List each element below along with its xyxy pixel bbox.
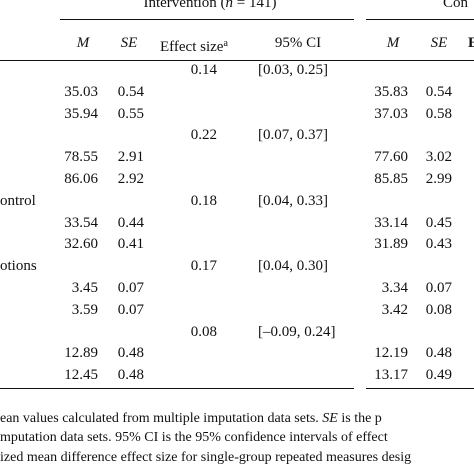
cell-se: 2.92	[117, 171, 144, 187]
footnote-line-1: ean values calculated from multiple impu…	[0, 411, 382, 426]
intervention-group-header: Intervention (n = 141)	[143, 0, 277, 11]
cell-es: 0.18	[190, 192, 217, 209]
cell-se2: 3.02	[425, 149, 452, 166]
cell-m: 86.06	[64, 171, 98, 187]
column-header-effect-size: Effect sizea	[160, 38, 228, 55]
cell-se: 0.55	[117, 105, 144, 122]
cell-ci: [0.04, 0.33]	[258, 192, 328, 209]
table-bottom-rule-left	[0, 388, 354, 389]
cell-m: 33.54	[64, 214, 98, 231]
control-header-rule	[366, 19, 474, 20]
cell-se2: 0.48	[425, 345, 452, 362]
cell-se2: 2.99	[425, 171, 452, 187]
cell-ci: [0.07, 0.37]	[258, 127, 328, 144]
intervention-header-rule	[60, 19, 354, 20]
cell-m2: 33.14	[374, 214, 408, 231]
cell-se2: 0.43	[425, 236, 452, 253]
cell-m2: 3.34	[381, 280, 408, 296]
cell-label: otions	[0, 258, 37, 275]
cell-ci: [0.04, 0.30]	[258, 258, 328, 275]
cell-label: ontrol	[0, 192, 36, 209]
cell-se: 0.54	[117, 83, 144, 100]
cell-se: 0.07	[117, 280, 144, 296]
cell-se: 2.91	[117, 149, 144, 166]
cell-se: 0.44	[117, 214, 144, 231]
header-bottom-rule	[0, 60, 474, 61]
cell-m: 3.45	[71, 280, 98, 296]
cell-se: 0.48	[117, 367, 144, 384]
column-header-m: M	[76, 35, 90, 51]
column-header-se: SE	[120, 35, 138, 51]
footnote-line-3: ized mean difference effect size for sin…	[0, 450, 412, 465]
cell-ci: [0.03, 0.25]	[258, 62, 328, 78]
column-header-ci: 95% CI	[274, 35, 322, 51]
cell-m: 12.45	[64, 367, 98, 384]
cell-m2: 35.83	[374, 83, 408, 100]
cell-m2: 3.42	[381, 301, 408, 318]
cell-m: 78.55	[64, 149, 98, 166]
cell-m2: 13.17	[374, 367, 408, 384]
footnote-line-2: mputation data sets. 95% CI is the 95% c…	[0, 430, 388, 445]
column-header-se-control: SE	[430, 35, 448, 51]
cell-se2: 0.58	[425, 105, 452, 122]
cell-es: 0.08	[190, 323, 217, 340]
cell-m2: 37.03	[374, 105, 408, 122]
cell-se: 0.48	[117, 345, 144, 362]
cell-m: 32.60	[64, 236, 98, 253]
cell-se2: 0.49	[425, 367, 452, 384]
cell-m2: 12.19	[374, 345, 408, 362]
cell-m2: 77.60	[374, 149, 408, 166]
cell-es: 0.17	[190, 258, 217, 275]
cell-m2: 31.89	[374, 236, 408, 253]
cell-se2: 0.07	[425, 280, 452, 296]
table-bottom-rule-right	[366, 388, 474, 389]
cell-m2: 85.85	[374, 171, 408, 187]
cell-se: 0.07	[117, 301, 144, 318]
cell-es: 0.22	[190, 127, 217, 144]
cell-ci: [–0.09, 0.24]	[258, 323, 336, 340]
column-header-m-control: M	[386, 35, 400, 51]
cell-m: 35.03	[64, 83, 98, 100]
cell-se: 0.41	[117, 236, 144, 253]
cell-se2: 0.45	[425, 214, 452, 231]
cell-es: 0.14	[190, 62, 217, 78]
cell-m: 35.94	[64, 105, 98, 122]
control-group-header: Con	[443, 0, 469, 11]
cell-m: 3.59	[71, 301, 98, 318]
cell-se2: 0.54	[425, 83, 452, 100]
column-header-effect-control: E	[468, 35, 474, 51]
cell-se2: 0.08	[425, 301, 452, 318]
cell-m: 12.89	[64, 345, 98, 362]
